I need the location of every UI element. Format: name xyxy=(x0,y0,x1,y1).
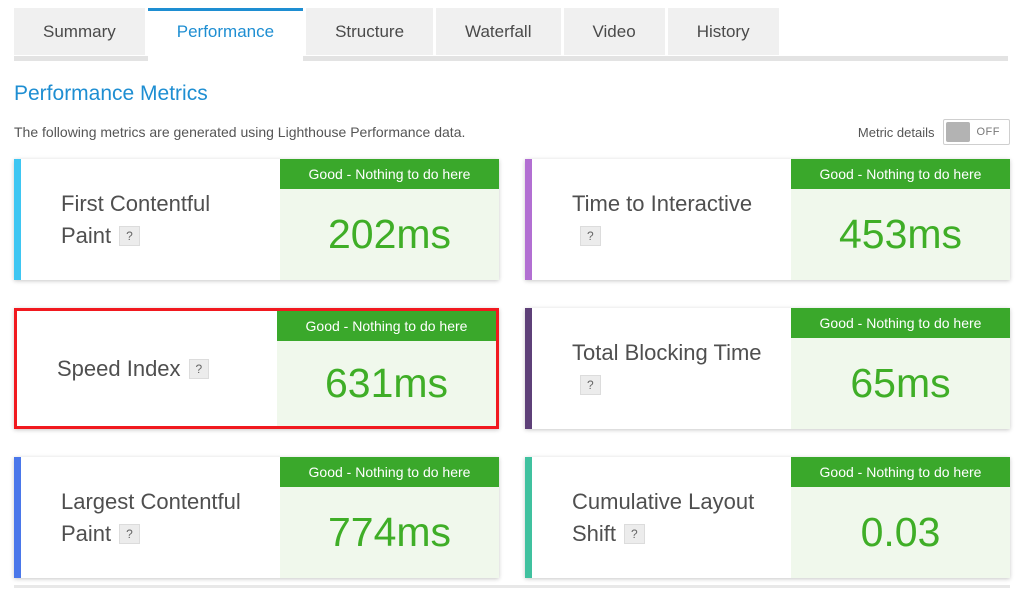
help-icon[interactable]: ? xyxy=(119,225,140,246)
metric-name: Largest Contentful Paint? xyxy=(61,488,241,546)
metrics-grid: First Contentful Paint? Good - Nothing t… xyxy=(14,159,1010,578)
metric-value: 0.03 xyxy=(860,509,941,555)
tab-summary[interactable]: Summary xyxy=(14,8,145,55)
metric-color-bar xyxy=(14,457,21,578)
help-icon[interactable]: ? xyxy=(119,523,140,544)
status-badge: Good - Nothing to do here xyxy=(280,457,499,487)
status-badge: Good - Nothing to do here xyxy=(791,308,1010,338)
metric-card-first-contentful-paint: First Contentful Paint? Good - Nothing t… xyxy=(14,159,499,280)
metric-details-label: Metric details xyxy=(857,124,935,140)
toggle-knob[interactable] xyxy=(945,122,970,142)
tab-history[interactable]: History xyxy=(667,8,779,55)
help-icon[interactable]: ? xyxy=(580,374,601,395)
metric-color-bar xyxy=(525,308,532,429)
subtitle-row: The following metrics are generated usin… xyxy=(14,119,1010,145)
metric-card-speed-index: Speed Index? Good - Nothing to do here 6… xyxy=(14,308,499,429)
metric-name: Cumulative Layout Shift? xyxy=(572,488,755,546)
tab-video[interactable]: Video xyxy=(563,8,665,55)
metric-name: First Contentful Paint? xyxy=(61,190,211,248)
page-subtitle: The following metrics are generated usin… xyxy=(14,124,466,140)
metric-color-bar xyxy=(14,159,21,280)
page-title: Performance Metrics xyxy=(14,82,208,105)
help-icon[interactable]: ? xyxy=(624,523,645,544)
metric-details-toggle[interactable]: OFF xyxy=(942,119,1010,145)
metric-name: Total Blocking Time? xyxy=(572,337,775,401)
metric-value: 65ms xyxy=(850,360,951,406)
status-badge: Good - Nothing to do here xyxy=(277,311,496,341)
status-badge: Good - Nothing to do here xyxy=(791,457,1010,487)
metric-card-total-blocking-time: Total Blocking Time? Good - Nothing to d… xyxy=(525,308,1010,429)
tab-performance[interactable]: Performance xyxy=(147,8,304,61)
metric-value: 453ms xyxy=(838,211,963,257)
metric-card-cumulative-layout-shift: Cumulative Layout Shift? Good - Nothing … xyxy=(525,457,1010,578)
toggle-state-label: OFF xyxy=(976,126,1000,138)
metric-details-control: Metric details OFF xyxy=(858,119,1010,145)
metric-value: 774ms xyxy=(327,509,452,555)
tab-structure[interactable]: Structure xyxy=(306,8,434,55)
tab-bar: Summary Performance Structure Waterfall … xyxy=(14,8,1010,61)
status-badge: Good - Nothing to do here xyxy=(791,159,1010,189)
help-icon[interactable]: ? xyxy=(580,225,601,246)
metric-name: Speed Index? xyxy=(57,353,210,385)
metric-value: 631ms xyxy=(324,360,449,406)
performance-page: Summary Performance Structure Waterfall … xyxy=(0,8,1024,588)
metric-color-bar xyxy=(525,159,532,280)
bottom-divider xyxy=(14,585,1010,588)
status-badge: Good - Nothing to do here xyxy=(280,159,499,189)
help-icon[interactable]: ? xyxy=(188,358,210,379)
metric-card-time-to-interactive: Time to Interactive? Good - Nothing to d… xyxy=(525,159,1010,280)
metric-name: Time to Interactive? xyxy=(572,188,775,252)
metric-color-bar xyxy=(525,457,532,578)
tab-waterfall[interactable]: Waterfall xyxy=(436,8,561,55)
metric-card-largest-contentful-paint: Largest Contentful Paint? Good - Nothing… xyxy=(14,457,499,578)
metric-value: 202ms xyxy=(327,211,452,257)
